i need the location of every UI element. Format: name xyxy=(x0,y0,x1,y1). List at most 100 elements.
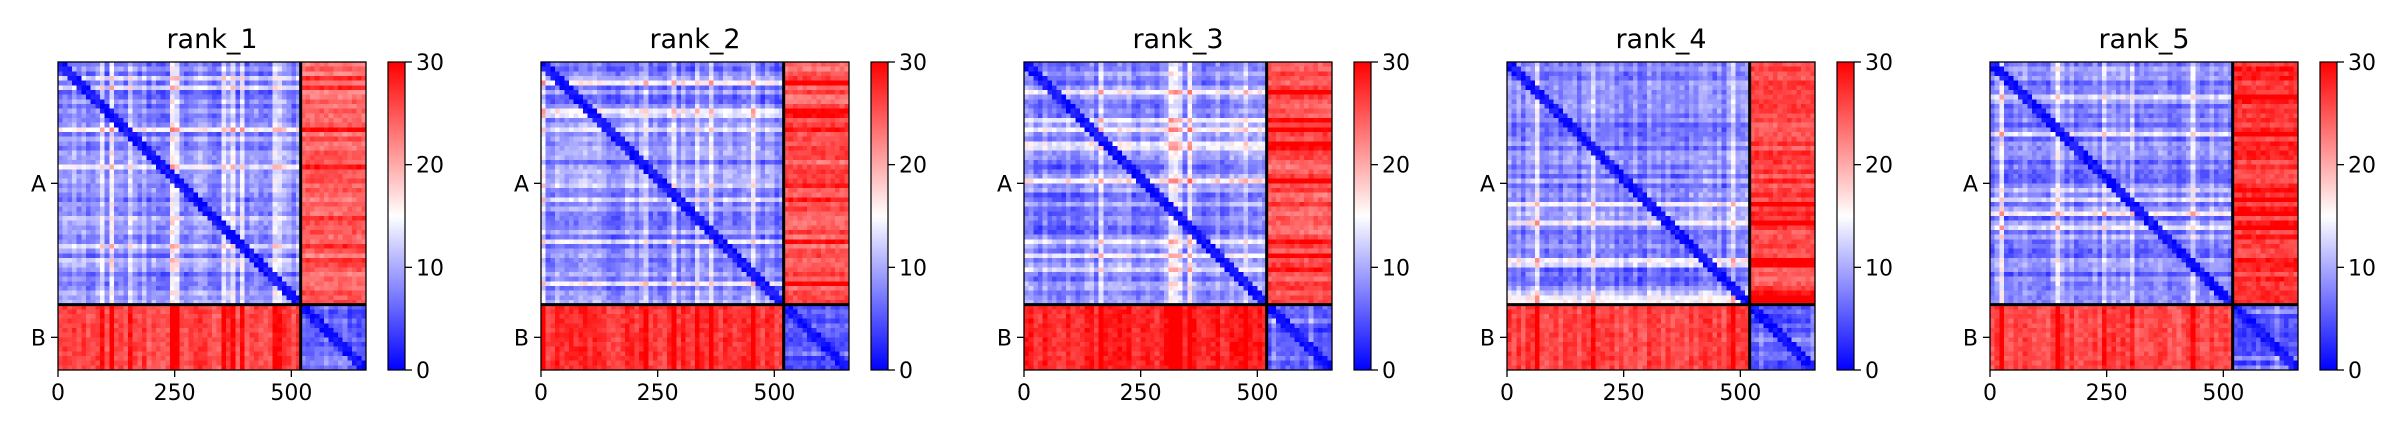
heatmap-cell xyxy=(175,183,180,188)
heatmap-cell xyxy=(760,76,765,81)
heatmap-cell xyxy=(161,188,166,193)
heatmap-cell xyxy=(137,328,142,333)
heatmap-cell xyxy=(105,197,110,202)
heatmap-cell xyxy=(291,239,296,244)
heatmap-cell xyxy=(77,361,82,366)
heatmap-cell xyxy=(184,81,189,86)
heatmap-cell xyxy=(695,62,700,67)
heatmap-cell xyxy=(207,202,212,207)
heatmap-cell xyxy=(756,76,761,81)
heatmap-cell xyxy=(86,267,91,272)
heatmap-cell xyxy=(212,85,217,90)
heatmap-cell xyxy=(329,183,334,188)
heatmap-cell xyxy=(830,81,835,86)
heatmap-cell xyxy=(95,188,100,193)
heatmap-cell xyxy=(156,314,161,319)
heatmap-cell xyxy=(86,356,91,361)
heatmap-cell xyxy=(105,314,110,319)
heatmap-cell xyxy=(189,118,194,123)
heatmap-cell xyxy=(184,309,189,314)
heatmap-cell xyxy=(179,361,184,366)
heatmap-cell xyxy=(193,202,198,207)
heatmap-cell xyxy=(58,235,63,240)
heatmap-cell xyxy=(658,67,663,72)
heatmap-cell xyxy=(268,151,273,156)
heatmap-cell xyxy=(737,71,742,76)
heatmap-cell xyxy=(203,137,208,142)
heatmap-cell xyxy=(770,99,775,104)
heatmap-cell xyxy=(602,99,607,104)
heatmap-cell xyxy=(333,314,338,319)
heatmap-cell xyxy=(133,188,138,193)
heatmap-cell xyxy=(273,165,278,170)
heatmap-cell xyxy=(179,188,184,193)
heatmap-cell xyxy=(305,253,310,258)
heatmap-cell xyxy=(273,62,278,67)
heatmap-cell xyxy=(338,160,343,165)
heatmap-cell xyxy=(737,62,742,67)
heatmap-cell xyxy=(347,160,352,165)
heatmap-cell xyxy=(788,99,793,104)
heatmap-cell xyxy=(128,314,133,319)
heatmap-cell xyxy=(259,263,264,268)
heatmap-cell xyxy=(179,281,184,286)
heatmap-cell xyxy=(100,71,105,76)
heatmap-cell xyxy=(333,337,338,342)
heatmap-cell xyxy=(240,207,245,212)
heatmap-cell xyxy=(179,239,184,244)
heatmap-cell xyxy=(324,337,329,342)
heatmap-cell xyxy=(137,207,142,212)
heatmap-cell xyxy=(217,165,222,170)
heatmap-cell xyxy=(249,99,254,104)
heatmap-cell xyxy=(142,160,147,165)
heatmap-cell xyxy=(305,207,310,212)
heatmap-cell xyxy=(245,155,250,160)
heatmap-cell xyxy=(249,127,254,132)
heatmap-cell xyxy=(221,113,226,118)
heatmap-cell xyxy=(728,95,733,100)
heatmap-cell xyxy=(58,67,63,72)
heatmap-cell xyxy=(114,141,119,146)
heatmap-cell xyxy=(67,151,72,156)
heatmap-cell xyxy=(142,123,147,128)
heatmap-cell xyxy=(277,342,282,347)
heatmap-cell xyxy=(142,81,147,86)
heatmap-cell xyxy=(91,113,96,118)
heatmap-cell xyxy=(352,235,357,240)
heatmap-cell xyxy=(175,291,180,296)
heatmap-cell xyxy=(254,62,259,67)
heatmap-cell xyxy=(105,295,110,300)
heatmap-cell xyxy=(231,123,236,128)
heatmap-cell xyxy=(221,333,226,338)
heatmap-cell xyxy=(91,183,96,188)
heatmap-cell xyxy=(226,272,231,277)
heatmap-cell xyxy=(357,179,362,184)
heatmap-cell xyxy=(189,286,194,291)
heatmap-cell xyxy=(597,81,602,86)
heatmap-cell xyxy=(653,90,658,95)
heatmap-cell xyxy=(161,249,166,254)
heatmap-cell xyxy=(203,295,208,300)
heatmap-cell xyxy=(100,141,105,146)
heatmap-cell xyxy=(343,225,348,230)
heatmap-cell xyxy=(324,165,329,170)
heatmap-cell xyxy=(765,71,770,76)
heatmap-cell xyxy=(756,85,761,90)
heatmap-cell xyxy=(207,165,212,170)
heatmap-cell xyxy=(616,90,621,95)
heatmap-cell xyxy=(315,314,320,319)
heatmap-cell xyxy=(347,95,352,100)
heatmap-cell xyxy=(249,67,254,72)
heatmap-cell xyxy=(63,314,68,319)
heatmap-cell xyxy=(128,272,133,277)
heatmap-cell xyxy=(324,347,329,352)
heatmap-cell xyxy=(72,263,77,268)
heatmap-cell xyxy=(142,347,147,352)
heatmap-cell xyxy=(100,323,105,328)
heatmap-cell xyxy=(212,319,217,324)
heatmap-cell xyxy=(147,361,152,366)
heatmap-cell xyxy=(277,281,282,286)
heatmap-cell xyxy=(147,333,152,338)
heatmap-cell xyxy=(105,216,110,221)
heatmap-cell xyxy=(119,291,124,296)
